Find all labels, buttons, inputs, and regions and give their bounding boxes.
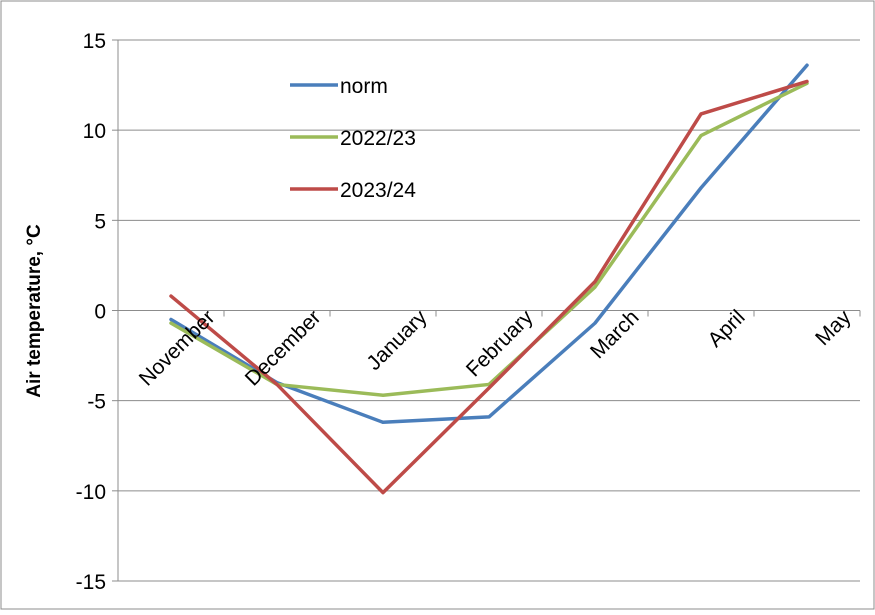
y-tick-label: 0 xyxy=(94,301,106,324)
y-tick-label: 10 xyxy=(83,120,106,143)
y-tick-label: -5 xyxy=(87,391,106,414)
y-tick-label: 5 xyxy=(94,210,106,233)
gridlines xyxy=(118,39,860,582)
legend: norm 2022/23 2023/24 xyxy=(290,75,416,202)
y-tick-label: 15 xyxy=(83,30,106,53)
series-lines xyxy=(169,63,809,495)
series-line-2023-24 xyxy=(169,79,809,495)
y-tick-label: -10 xyxy=(76,481,106,504)
legend-label: norm xyxy=(340,75,388,98)
legend-label: 2022/23 xyxy=(340,127,416,150)
legend-label: 2023/24 xyxy=(340,179,416,202)
y-axis-label: Air temperature, °C xyxy=(24,224,45,398)
y-tick-label: -15 xyxy=(76,571,106,594)
axes: -15 -10 -5 0 5 10 15 xyxy=(76,30,861,594)
